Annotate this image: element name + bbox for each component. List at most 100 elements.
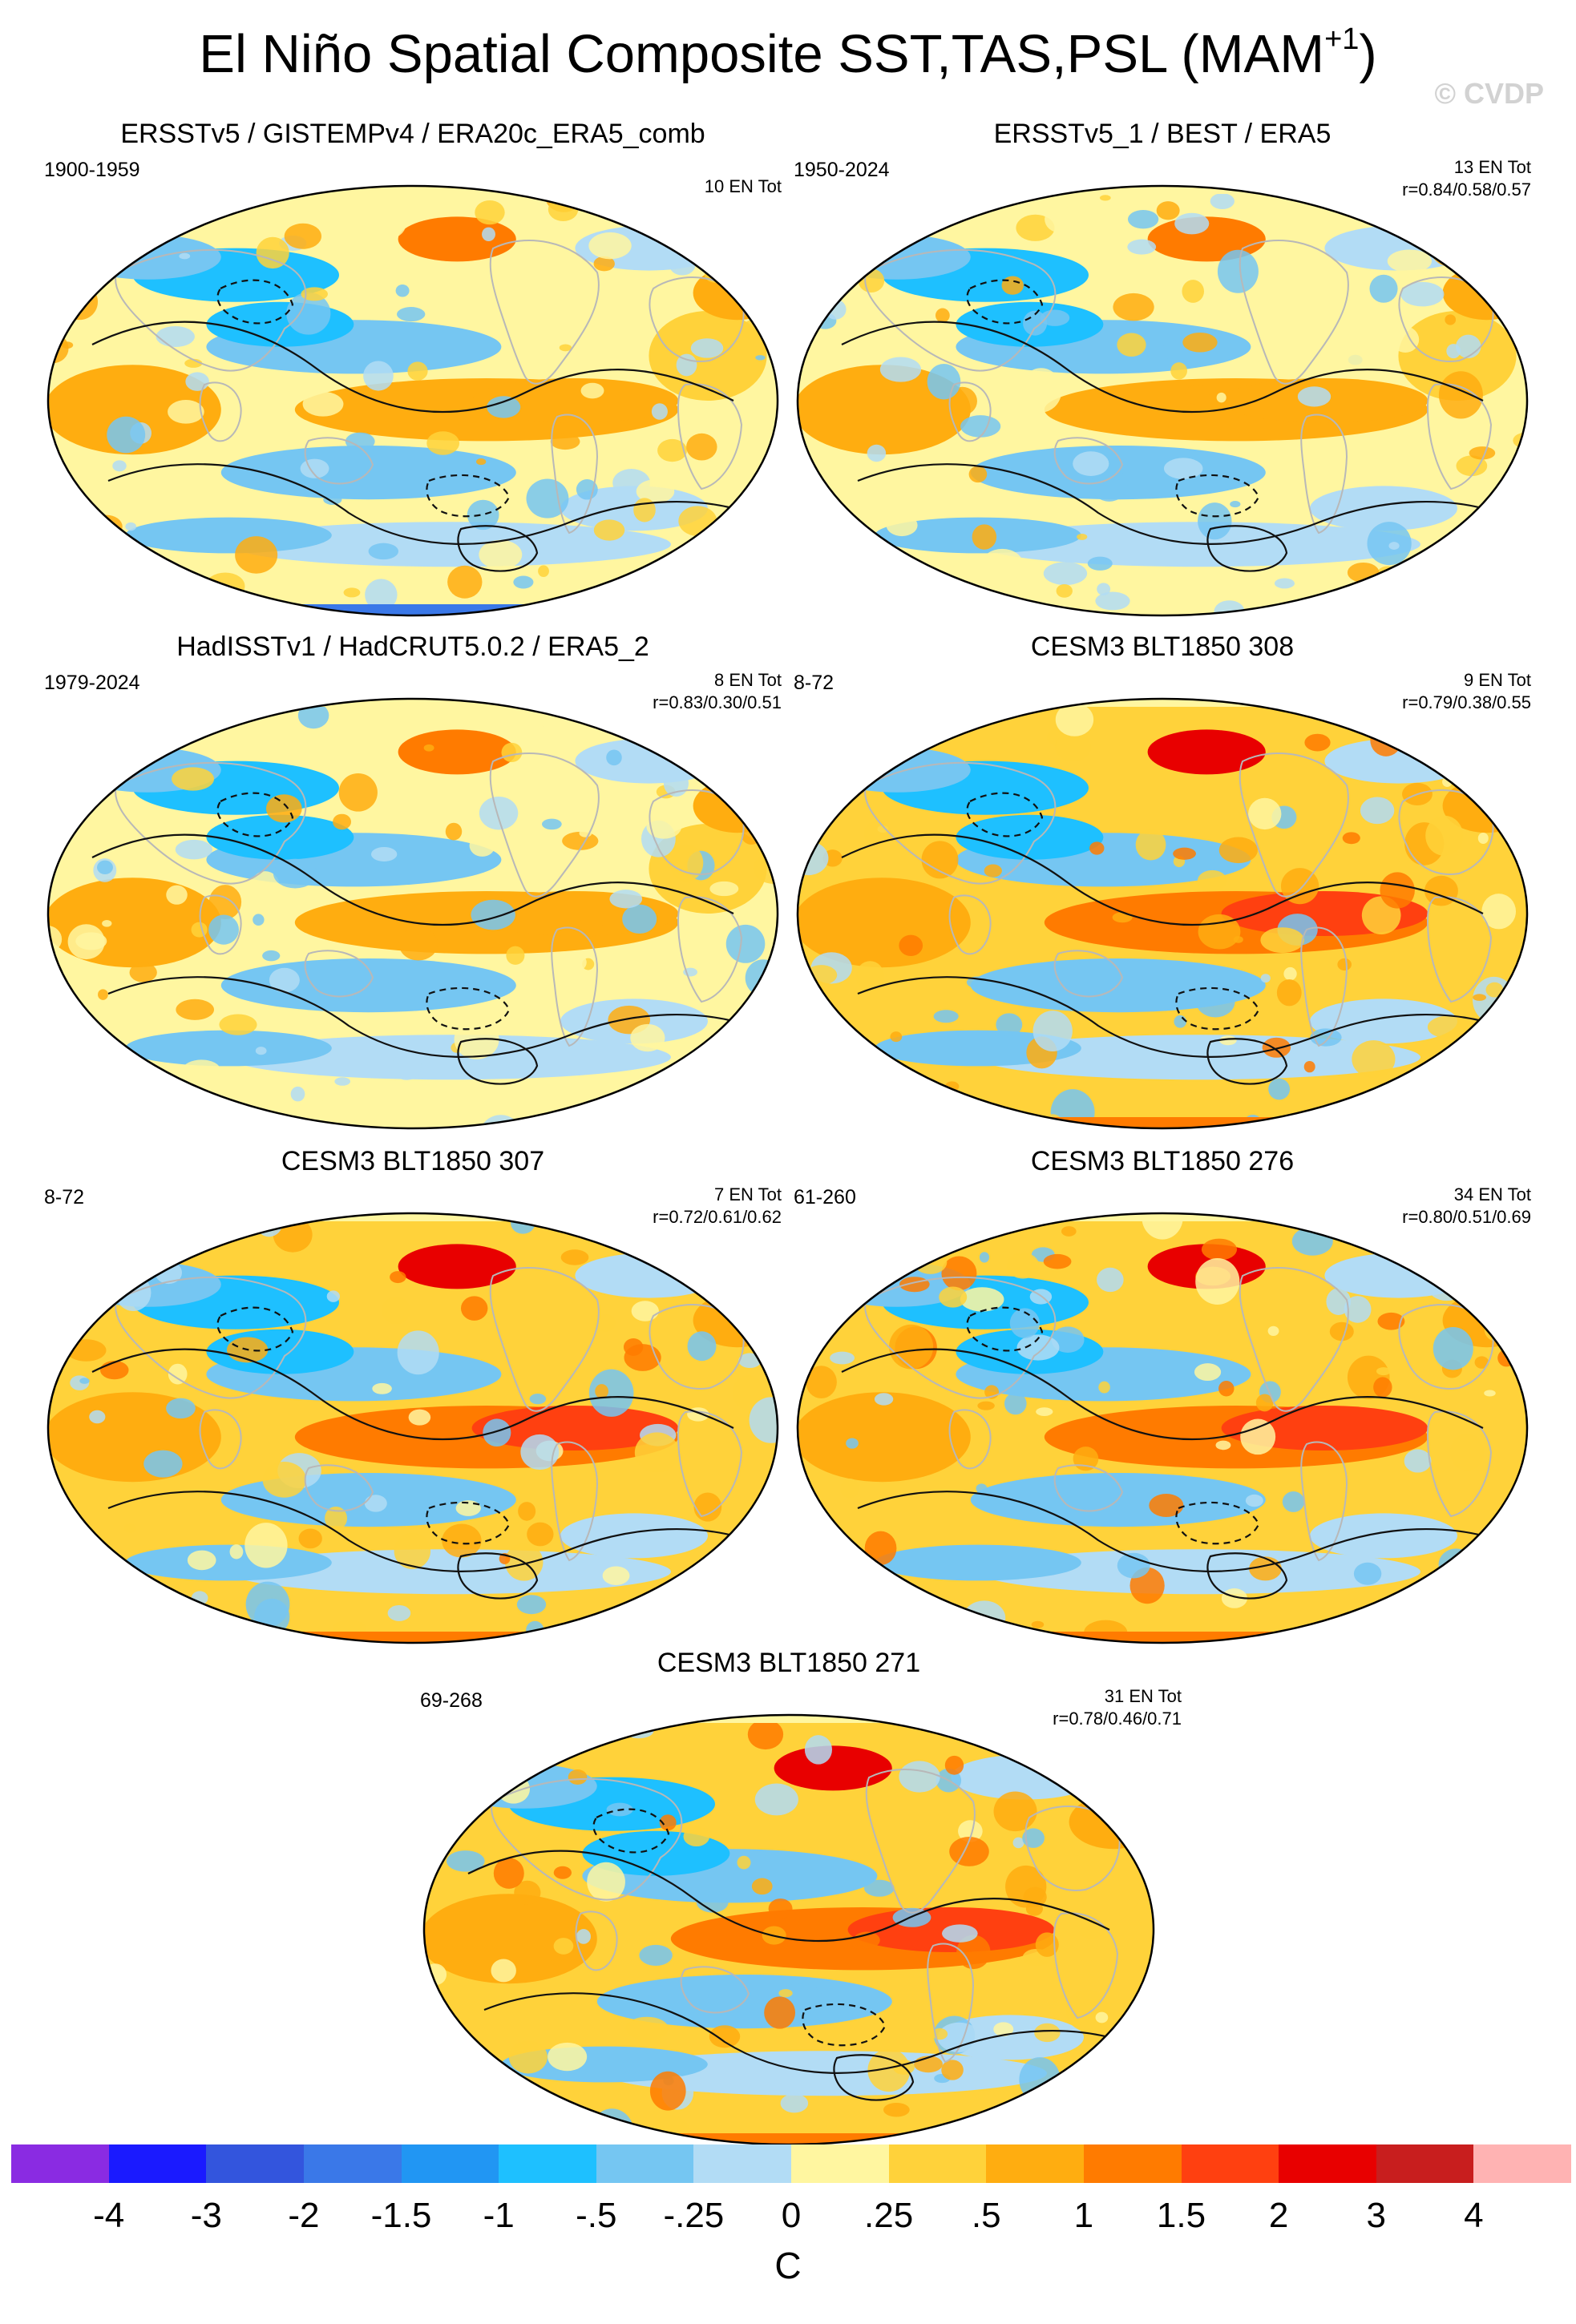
anomaly-patch xyxy=(208,885,242,920)
anomaly-patch xyxy=(634,1432,680,1473)
anomaly-patch xyxy=(529,1394,547,1405)
anomaly-patch xyxy=(1091,467,1128,502)
anomaly-patch xyxy=(262,950,281,962)
anomaly-patch xyxy=(706,1557,741,1589)
anomaly-region xyxy=(1310,486,1457,531)
anomaly-patch xyxy=(259,888,280,909)
anomaly-patch xyxy=(669,844,704,882)
anomaly-patch xyxy=(487,396,521,418)
anomaly-patch xyxy=(744,1604,778,1636)
anomaly-patch xyxy=(56,705,83,724)
anomaly-patch xyxy=(372,1382,392,1394)
anomaly-patch xyxy=(568,1769,588,1785)
colorbar-tick-label: -4 xyxy=(93,2196,125,2235)
arctic-cap xyxy=(798,699,1527,707)
anomaly-patch xyxy=(538,565,549,578)
psl-contour xyxy=(841,321,1484,414)
coastline xyxy=(1053,950,1124,998)
anomaly-patch xyxy=(1323,1116,1368,1128)
coastline xyxy=(1398,1304,1494,1390)
anomaly-patch xyxy=(1251,608,1266,615)
map-panel: CESM3 BLT1850 307 8-72 7 EN Tot r=0.72/0… xyxy=(44,1148,782,1652)
anomaly-patch xyxy=(636,479,675,504)
panel-correlation: r=0.79/0.38/0.55 xyxy=(1402,692,1531,712)
psl-contour xyxy=(1206,1552,1288,1600)
anomaly-patch xyxy=(578,916,603,937)
anomaly-patch xyxy=(899,934,923,957)
anomaly-region xyxy=(125,1030,332,1067)
anomaly-patch xyxy=(588,232,632,260)
psl-contour xyxy=(966,1306,1044,1352)
anomaly-patch xyxy=(1098,1381,1110,1394)
anomaly-patch xyxy=(1201,1238,1238,1261)
anomaly-patch xyxy=(867,444,887,462)
anomaly-patch xyxy=(102,919,112,927)
anomaly-patch xyxy=(363,361,394,391)
anomaly-patch xyxy=(1012,1837,1024,1849)
anomaly-patch xyxy=(1056,583,1073,598)
anomaly-patch xyxy=(1097,2064,1129,2081)
anomaly-patch xyxy=(576,1929,591,1944)
anomaly-patch xyxy=(657,438,687,462)
anomaly-patch xyxy=(54,1253,71,1265)
psl-contour xyxy=(216,1306,294,1352)
anomaly-patch xyxy=(152,1590,169,1606)
anomaly-patch xyxy=(302,391,344,417)
anomaly-patch xyxy=(1061,1226,1077,1237)
anomaly-patch xyxy=(1141,1987,1154,2004)
anomaly-patch xyxy=(1195,1258,1240,1305)
anomaly-patch xyxy=(593,256,615,272)
anomaly-patch xyxy=(1449,1434,1485,1471)
anomaly-patch xyxy=(1025,1901,1044,1916)
anomaly-region xyxy=(951,1754,1099,1800)
anomaly-patch xyxy=(1387,724,1424,745)
anomaly-patch xyxy=(1195,985,1235,1018)
anomaly-patch xyxy=(595,1313,616,1332)
anomaly-patch xyxy=(181,591,219,615)
anomaly-patch xyxy=(956,1935,991,1970)
panel-event-count: 31 EN Tot xyxy=(1104,1686,1182,1706)
anomaly-patch xyxy=(968,466,988,483)
composite-map xyxy=(46,184,779,617)
anomaly-patch xyxy=(1138,689,1151,699)
anomaly-patch xyxy=(508,2040,548,2074)
anomaly-patch xyxy=(1429,223,1470,267)
anomaly-patch xyxy=(633,575,658,591)
anomaly-patch xyxy=(933,1010,959,1023)
anomaly-patch xyxy=(368,543,399,560)
anomaly-patch xyxy=(1215,1440,1231,1450)
psl-contour xyxy=(966,279,1044,325)
anomaly-field xyxy=(798,1204,1527,1643)
anomaly-patch xyxy=(1369,274,1398,303)
panel-title: ERSSTv5_1 / BEST / ERA5 xyxy=(993,119,1332,149)
anomaly-patch xyxy=(1135,829,1166,861)
anomaly-patch xyxy=(924,465,953,493)
anomaly-patch xyxy=(235,536,278,574)
anomaly-patch xyxy=(602,1566,630,1586)
colorbar-tick-label: -3 xyxy=(190,2196,222,2235)
psl-contour xyxy=(467,1850,1110,1943)
anomaly-patch xyxy=(996,1013,1023,1036)
colorbar-tick-label: -1.5 xyxy=(370,2196,432,2235)
colorbar-swatch xyxy=(11,2144,109,2183)
anomaly-patch xyxy=(191,922,208,938)
coastline xyxy=(199,1409,242,1470)
anomaly-patch xyxy=(1218,1380,1235,1397)
anomaly-patch xyxy=(920,1100,933,1110)
anomaly-patch xyxy=(798,1083,807,1096)
anomaly-patch xyxy=(913,1204,925,1210)
anomaly-patch xyxy=(501,742,523,762)
anomaly-patch xyxy=(798,229,814,254)
map-outline xyxy=(796,697,1529,1130)
anomaly-region xyxy=(398,216,516,262)
coastline xyxy=(115,248,307,372)
anomaly-patch xyxy=(826,549,857,574)
anomaly-patch xyxy=(932,1213,952,1225)
anomaly-patch xyxy=(639,1944,673,1966)
anomaly-patch xyxy=(166,1398,196,1419)
anomaly-patch xyxy=(1412,1275,1424,1286)
coastline xyxy=(1053,1464,1124,1512)
anomaly-patch xyxy=(768,1898,793,1919)
anomaly-patch xyxy=(1217,249,1259,293)
anomaly-patch xyxy=(972,524,997,550)
